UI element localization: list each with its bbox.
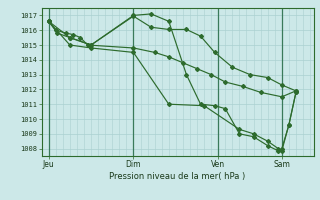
X-axis label: Pression niveau de la mer( hPa ): Pression niveau de la mer( hPa ): [109, 172, 246, 181]
